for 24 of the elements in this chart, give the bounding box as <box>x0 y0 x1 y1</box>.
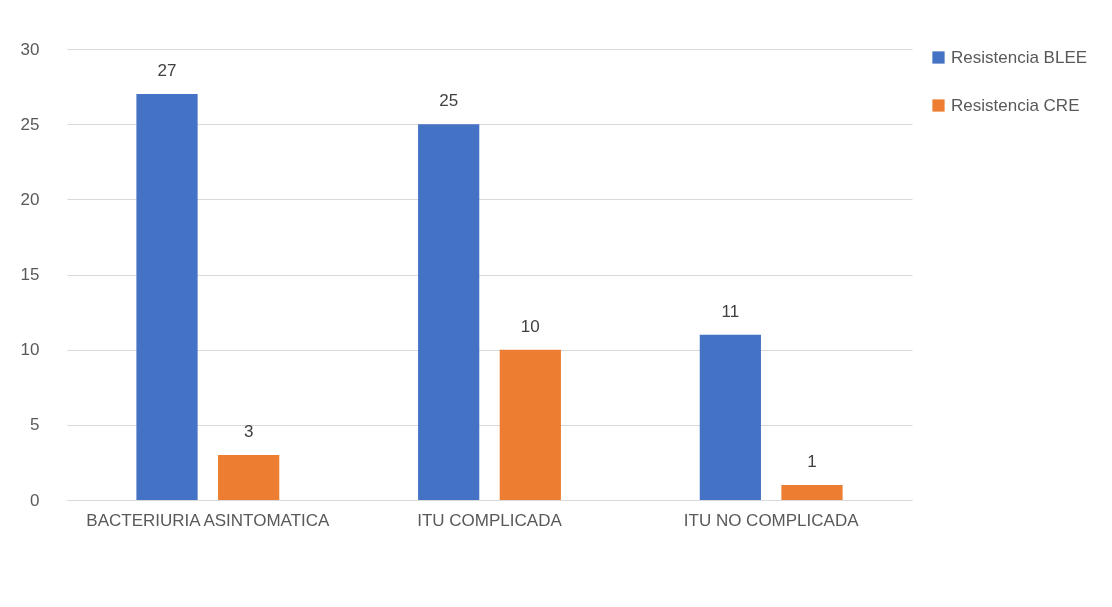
legend-label: Resistencia BLEE <box>951 47 1088 67</box>
data-label: 11 <box>721 301 740 321</box>
y-tick-label: 5 <box>30 415 40 435</box>
y-tick-label: 15 <box>20 265 40 284</box>
x-tick-label: BACTERIURIA ASINTOMATICA <box>86 510 331 530</box>
bar <box>699 334 761 500</box>
data-label: 27 <box>157 61 177 81</box>
x-tick-label: ITU NO COMPLICADA <box>683 510 860 530</box>
data-label: 3 <box>243 421 254 441</box>
legend-label: Resistencia CRE <box>951 95 1080 115</box>
y-tick-label: 0 <box>30 490 40 510</box>
bar <box>499 349 561 500</box>
data-label: 25 <box>439 91 459 111</box>
y-tick-label: 25 <box>20 114 40 134</box>
data-label: 10 <box>520 316 540 336</box>
y-tick-label: 30 <box>20 39 40 59</box>
data-label: 1 <box>807 451 817 471</box>
y-tick-label: 20 <box>20 189 40 209</box>
bar <box>136 94 198 500</box>
bar <box>418 124 480 500</box>
bar <box>218 454 280 500</box>
y-tick-label: 10 <box>20 340 40 360</box>
bar <box>781 484 843 500</box>
x-tick-label: ITU COMPLICADA <box>417 510 563 530</box>
